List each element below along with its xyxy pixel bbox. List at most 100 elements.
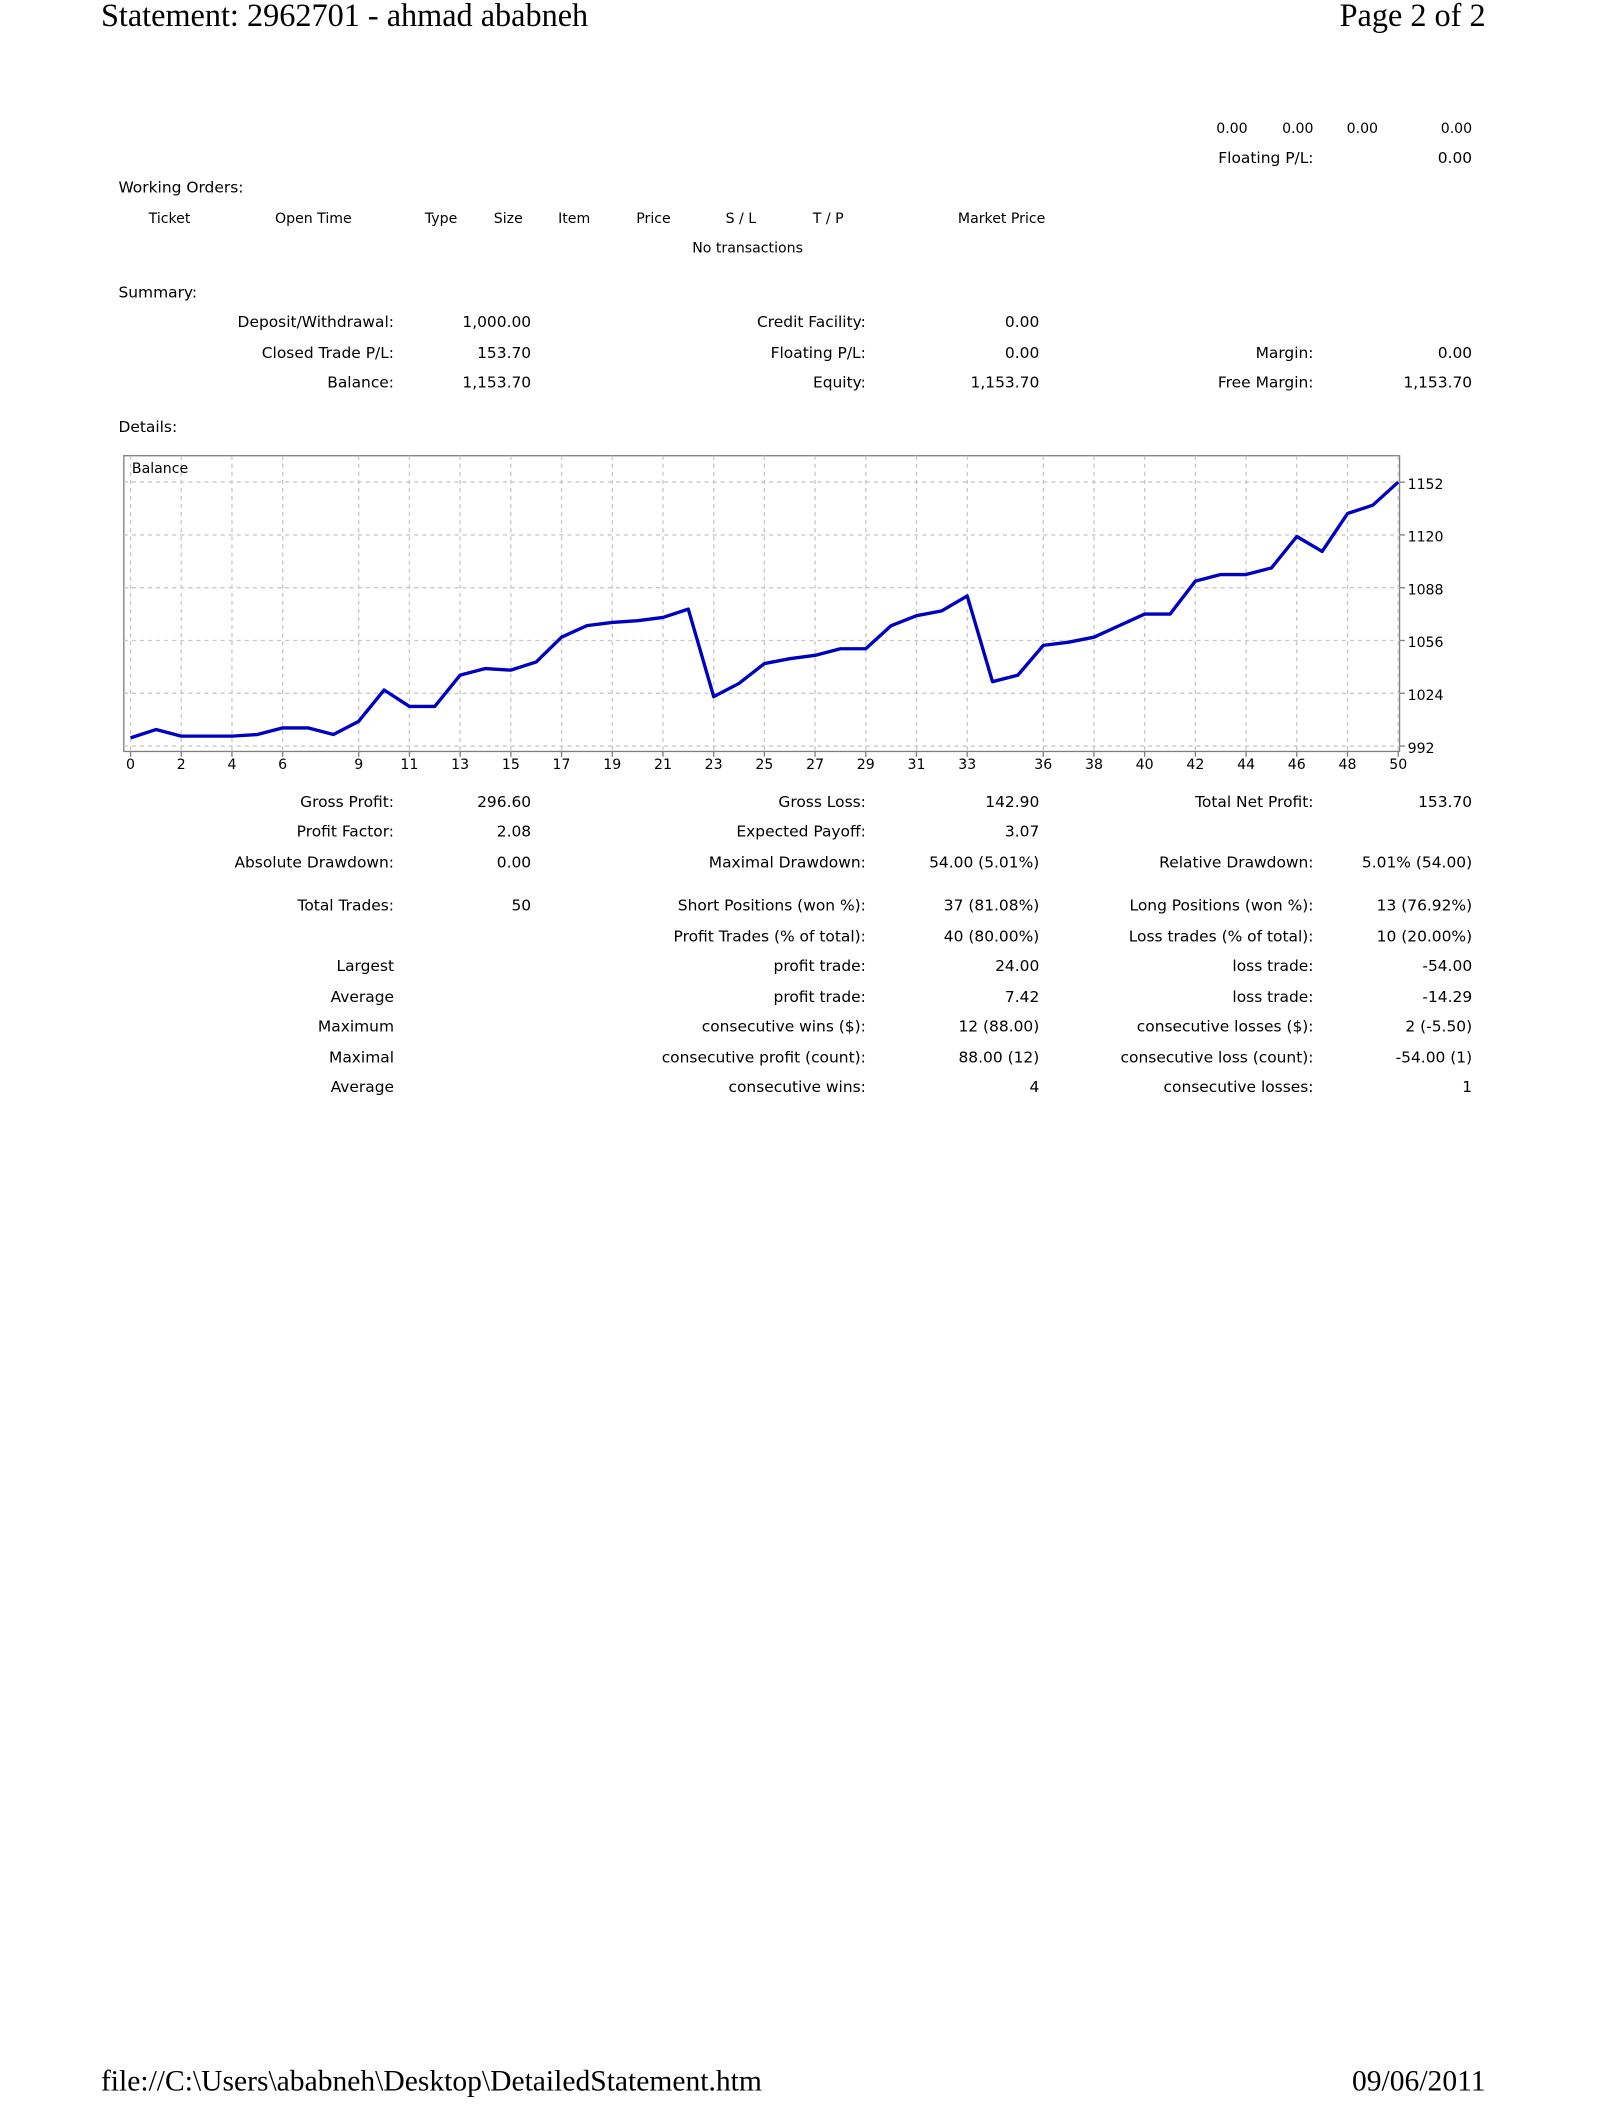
stat-label: consecutive profit (count): — [662, 1048, 866, 1066]
floating-value: 0.00 — [1438, 149, 1472, 167]
column-header: Size — [494, 211, 523, 227]
stat-label: Expected Payoff: — [736, 823, 865, 841]
y-tick-label: 1152 — [1408, 477, 1444, 493]
stat-label: Gross Profit: — [300, 793, 394, 811]
stat-label: Profit Trades (% of total): — [674, 927, 866, 945]
stat-value: 4 — [1029, 1078, 1039, 1096]
x-tick-label: 27 — [806, 757, 824, 773]
stat-label: Average — [331, 988, 394, 1006]
x-tick-label: 42 — [1186, 757, 1204, 773]
stat-label: Credit Facility: — [757, 313, 866, 331]
stat-value: -54.00 (1) — [1396, 1048, 1473, 1066]
x-tick-label: 29 — [857, 757, 875, 773]
x-tick-label: 25 — [755, 757, 773, 773]
x-tick-label: 33 — [958, 757, 976, 773]
stat-label: consecutive loss (count): — [1121, 1048, 1314, 1066]
stat-label: profit trade: — [774, 957, 866, 975]
empty-note: No transactions — [692, 241, 803, 257]
section-title: Working Orders: — [118, 179, 243, 197]
total-value: 0.00 — [1347, 121, 1378, 137]
stat-label: Short Positions (won %): — [678, 897, 866, 915]
stat-value: 296.60 — [477, 793, 531, 811]
stat-value: 12 (88.00) — [958, 1018, 1039, 1036]
stat-value: 153.70 — [477, 344, 531, 362]
stat-label: consecutive wins ($): — [702, 1018, 866, 1036]
stat-value: 24.00 — [995, 957, 1039, 975]
column-header: S / L — [726, 211, 757, 227]
section-title: Details: — [118, 418, 177, 436]
stat-value: 0.00 — [497, 854, 531, 872]
x-tick-label: 0 — [126, 757, 135, 773]
stat-label: consecutive wins: — [729, 1078, 866, 1096]
stat-label: Deposit/Withdrawal: — [238, 313, 394, 331]
stat-value: 1,000.00 — [462, 313, 531, 331]
column-header: Ticket — [148, 211, 191, 227]
stat-label: Equity: — [813, 374, 866, 392]
stat-value: 37 (81.08%) — [944, 897, 1039, 915]
stat-value: 142.90 — [985, 793, 1039, 811]
stat-label: Closed Trade P/L: — [262, 344, 394, 362]
stat-label: Maximum — [318, 1018, 394, 1036]
x-tick-label: 44 — [1237, 757, 1255, 773]
column-header: Type — [424, 211, 457, 227]
chart-title: Balance — [132, 461, 188, 477]
stat-value: 0.00 — [1005, 344, 1039, 362]
footer-path: file://C:\Users\ababneh\Desktop\Detailed… — [101, 2065, 762, 2097]
stat-label: Maximal — [329, 1048, 394, 1066]
stat-label: consecutive losses ($): — [1137, 1018, 1314, 1036]
stat-value: 40 (80.00%) — [944, 927, 1039, 945]
stat-label: Margin: — [1256, 344, 1314, 362]
stat-label: Gross Loss: — [778, 793, 865, 811]
stat-label: Maximal Drawdown: — [709, 854, 866, 872]
x-tick-label: 15 — [502, 757, 520, 773]
stat-value: 0.00 — [1005, 313, 1039, 331]
y-tick-label: 992 — [1408, 741, 1435, 757]
floating-label: Floating P/L: — [1218, 149, 1313, 167]
y-tick-label: 1120 — [1408, 530, 1444, 546]
x-tick-label: 4 — [227, 757, 236, 773]
x-tick-label: 50 — [1389, 757, 1407, 773]
stat-value: 2.08 — [497, 823, 531, 841]
stat-value: 1,153.70 — [462, 374, 531, 392]
header-title: Statement: 2962701 - ahmad ababneh — [101, 0, 588, 33]
stat-label: Profit Factor: — [297, 823, 394, 841]
stat-value: 54.00 (5.01%) — [929, 854, 1039, 872]
stat-value: 13 (76.92%) — [1377, 897, 1472, 915]
stat-label: profit trade: — [774, 988, 866, 1006]
footer-date: 09/06/2011 — [1352, 2065, 1486, 2097]
stat-label: consecutive losses: — [1164, 1078, 1314, 1096]
column-header: Open Time — [275, 211, 352, 227]
x-tick-label: 38 — [1085, 757, 1103, 773]
x-tick-label: 48 — [1339, 757, 1357, 773]
total-value: 0.00 — [1441, 121, 1472, 137]
stat-label: Total Trades: — [297, 897, 394, 915]
stat-label: Largest — [336, 957, 394, 975]
stat-label: Relative Drawdown: — [1159, 854, 1313, 872]
chart-frame — [123, 455, 1401, 753]
y-tick-label: 1056 — [1408, 635, 1444, 651]
stat-value: 1 — [1462, 1078, 1472, 1096]
total-value: 0.00 — [1282, 121, 1313, 137]
column-header: Price — [636, 211, 670, 227]
x-tick-label: 11 — [400, 757, 418, 773]
section-title: Summary: — [118, 284, 197, 302]
x-tick-label: 9 — [354, 757, 363, 773]
stat-value: -54.00 — [1422, 957, 1472, 975]
stat-label: Long Positions (won %): — [1130, 897, 1314, 915]
column-header: Market Price — [958, 211, 1045, 227]
stat-value: 2 (-5.50) — [1405, 1018, 1472, 1036]
balance-line — [130, 480, 1400, 740]
stat-value: 7.42 — [1005, 988, 1039, 1006]
stat-value: 10 (20.00%) — [1377, 927, 1472, 945]
stat-value: 1,153.70 — [1403, 374, 1472, 392]
x-tick-label: 31 — [908, 757, 926, 773]
x-tick-label: 13 — [451, 757, 469, 773]
stat-label: Absolute Drawdown: — [234, 854, 394, 872]
header-page: Page 2 of 2 — [1340, 0, 1486, 33]
stat-value: -14.29 — [1422, 988, 1472, 1006]
stat-label: Loss trades (% of total): — [1129, 927, 1314, 945]
stat-value: 153.70 — [1418, 793, 1472, 811]
column-header: Item — [558, 211, 590, 227]
y-tick-label: 1088 — [1408, 582, 1444, 598]
